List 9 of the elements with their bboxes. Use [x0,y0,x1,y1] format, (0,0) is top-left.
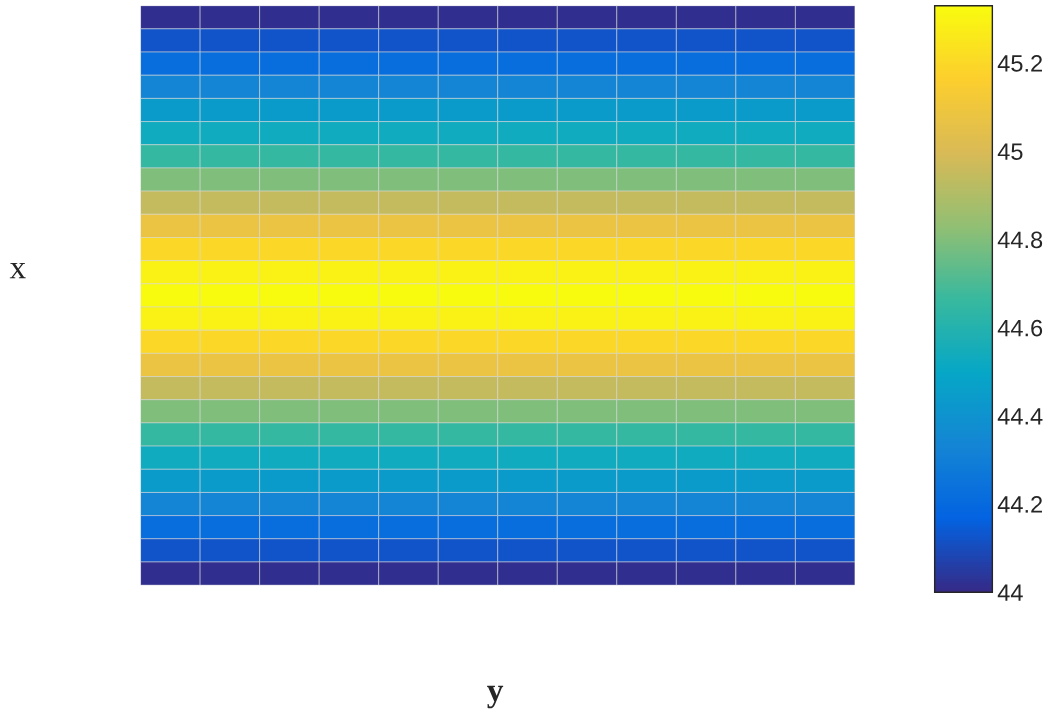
y-axis-title: x [9,262,26,279]
color-bar-label: 45 [997,143,1023,161]
color-bar-label: 44.4 [997,408,1043,425]
x-axis-title: y [487,685,504,709]
color-bar-label: 44.6 [997,319,1043,337]
color-bar-label: 45.2 [997,55,1042,72]
color-bar-label: 44.2 [997,496,1042,513]
color-bar-label: 44.8 [997,231,1043,249]
color-bar-label: 44 [997,584,1023,601]
